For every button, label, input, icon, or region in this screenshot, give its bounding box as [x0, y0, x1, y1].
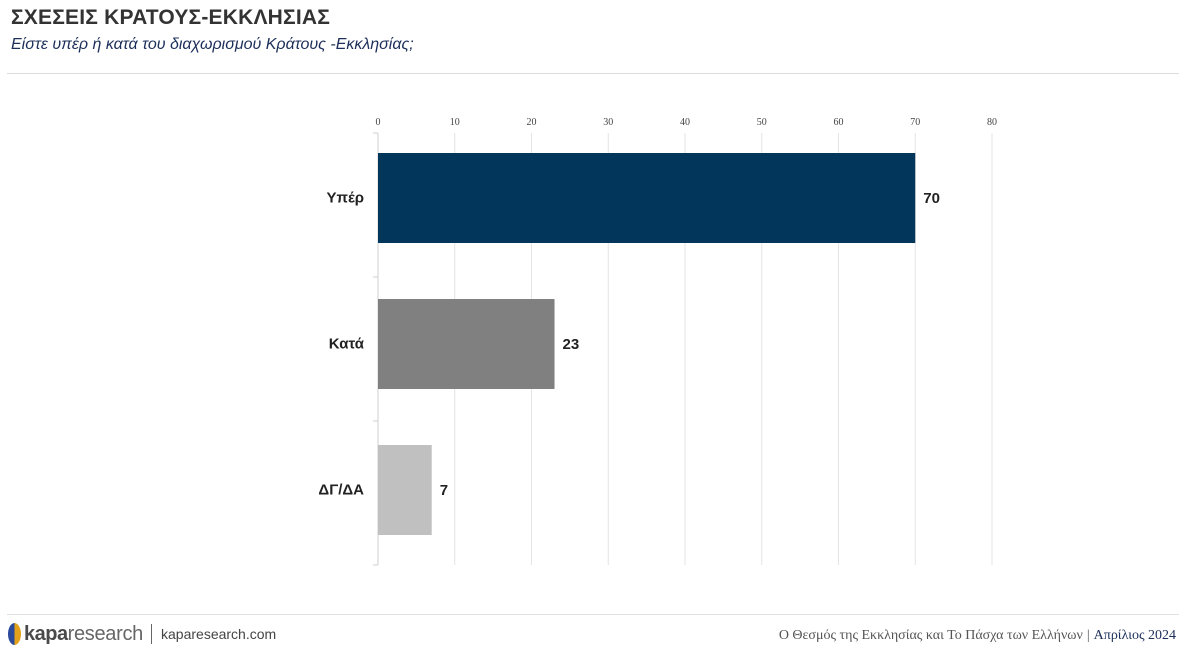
chart-bars	[378, 153, 916, 535]
x-tick-label: 80	[987, 117, 997, 128]
bar-chart: 0 10 20 30 40 50 60 70 80 70 23 7	[373, 117, 998, 566]
kapa-research-logo: kapa research kaparesearch.com	[8, 620, 276, 648]
logo-text-bold: kapa	[24, 622, 68, 645]
bar-value-label: 7	[440, 482, 448, 499]
bar-value-label: 70	[923, 190, 940, 207]
page-title: ΣΧΕΣΕΙΣ ΚΡΑΤΟΥΣ-ΕΚΚΛΗΣΙΑΣ	[11, 6, 331, 29]
x-tick-label: 60	[834, 117, 844, 128]
report-date: Απρίλιος 2024	[1093, 628, 1176, 643]
website-link[interactable]: kaparesearch.com	[161, 626, 277, 642]
category-label: Υπέρ	[326, 189, 364, 207]
bar	[378, 445, 432, 535]
logo-text-light: research	[67, 622, 144, 645]
x-tick-label: 70	[910, 117, 920, 128]
logo-separator	[151, 624, 153, 644]
report-title: Ο Θεσμός της Εκκλησίας και Το Πάσχα των …	[778, 628, 1083, 643]
x-axis-tick-labels: 0 10 20 30 40 50 60 70 80	[376, 117, 998, 128]
category-label: Κατά	[328, 335, 364, 353]
x-tick-label: 20	[527, 117, 537, 128]
bar	[378, 153, 916, 243]
header-divider	[7, 73, 1179, 74]
bar-value-label: 23	[563, 336, 580, 353]
category-label: ΔΓ/ΔΑ	[318, 481, 364, 499]
footer-separator: |	[1086, 628, 1090, 643]
x-tick-label: 30	[603, 117, 613, 128]
page-subtitle: Είστε υπέρ ή κατά του διαχωρισμού Κράτου…	[11, 36, 414, 53]
bar	[378, 299, 555, 389]
x-tick-label: 10	[450, 117, 460, 128]
x-tick-label: 50	[757, 117, 767, 128]
x-tick-label: 40	[680, 117, 690, 128]
chart-value-labels: 70 23 7	[440, 190, 940, 499]
kapa-logo-icon	[8, 623, 21, 645]
footer-divider	[7, 614, 1179, 615]
x-tick-label: 0	[376, 117, 381, 128]
report-footer: Ο Θεσμός της Εκκλησίας και Το Πάσχα των …	[779, 628, 1176, 644]
